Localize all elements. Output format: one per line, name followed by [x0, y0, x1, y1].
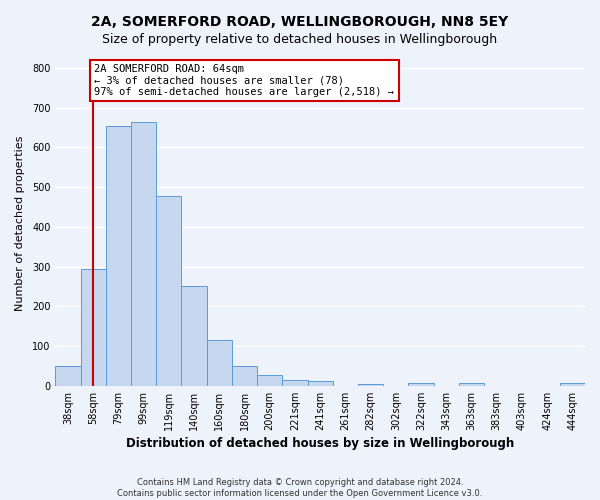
Bar [181, 286, 206, 386]
X-axis label: Distribution of detached houses by size in Wellingborough: Distribution of detached houses by size … [126, 437, 514, 450]
Text: Contains HM Land Registry data © Crown copyright and database right 2024.
Contai: Contains HM Land Registry data © Crown c… [118, 478, 482, 498]
Bar [80, 268, 106, 386]
Bar [232, 366, 257, 386]
Text: 2A, SOMERFORD ROAD, WELLINGBOROUGH, NN8 5EY: 2A, SOMERFORD ROAD, WELLINGBOROUGH, NN8 … [91, 15, 509, 29]
Text: 2A SOMERFORD ROAD: 64sqm
← 3% of detached houses are smaller (78)
97% of semi-de: 2A SOMERFORD ROAD: 64sqm ← 3% of detache… [94, 64, 394, 97]
Bar [206, 340, 232, 386]
Y-axis label: Number of detached properties: Number of detached properties [15, 135, 25, 310]
Bar [358, 384, 383, 386]
Bar [409, 383, 434, 386]
Bar [55, 366, 80, 386]
Bar [156, 196, 181, 386]
Bar [106, 126, 131, 386]
Text: Size of property relative to detached houses in Wellingborough: Size of property relative to detached ho… [103, 32, 497, 46]
Bar [257, 374, 283, 386]
Bar [308, 380, 333, 386]
Bar [560, 383, 585, 386]
Bar [283, 380, 308, 386]
Bar [131, 122, 156, 386]
Bar [459, 383, 484, 386]
